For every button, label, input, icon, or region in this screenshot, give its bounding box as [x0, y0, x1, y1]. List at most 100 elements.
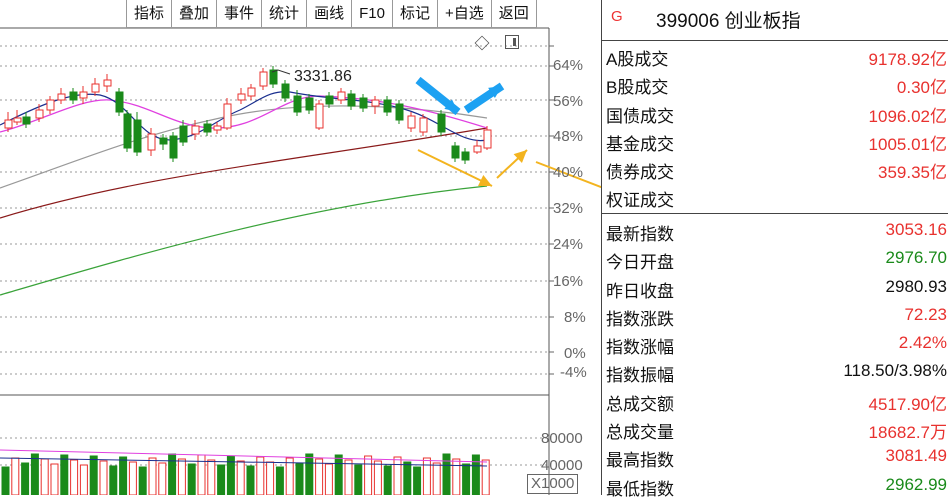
- volume-bar: [177, 458, 186, 495]
- volume-bar: [79, 464, 88, 495]
- row-value: 3081.49: [885, 446, 947, 466]
- candle-up: [213, 125, 222, 131]
- price-axis-label: 40%: [553, 164, 584, 181]
- candle-down: [159, 137, 168, 145]
- index-row: 最新指数 3053.16: [602, 217, 948, 245]
- peak-price-label: 3331.86: [294, 68, 352, 85]
- annotation-arrow-up-head: [513, 150, 527, 164]
- candle-down: [203, 123, 212, 133]
- candle-up: [237, 93, 246, 101]
- trading-row: 国债成交 1096.02亿: [602, 99, 948, 127]
- row-label: 昨日收盘: [606, 281, 674, 301]
- price-axis-label: -4%: [560, 364, 587, 381]
- quote-panel: G 399006 创业板指 A股成交 9178.92亿 B股成交 0.30亿 国债成…: [601, 0, 948, 499]
- row-label: 基金成交: [606, 134, 674, 154]
- index-title: 399006 创业板指: [656, 11, 801, 32]
- chart-toolbar: 指标 叠加 事件 统计 画线 F10 标记 +自选 返回: [126, 0, 537, 28]
- volume-bar: [334, 454, 343, 495]
- volume-bar: [275, 466, 284, 495]
- index-row: 昨日收盘 2980.93: [602, 274, 948, 302]
- volume-ma-line: [0, 457, 488, 467]
- volume-bar: [462, 463, 471, 495]
- candle-down: [115, 91, 124, 113]
- toolbar-stats-button[interactable]: 统计: [261, 0, 307, 28]
- price-axis-label: 48%: [553, 128, 584, 145]
- volume-bar: [168, 453, 177, 495]
- volume-axis-label: 40000: [541, 457, 583, 474]
- candle-down: [22, 116, 31, 125]
- candle-down: [293, 95, 302, 113]
- row-label: 最新指数: [606, 225, 674, 244]
- row-label: B股成交: [606, 78, 669, 98]
- row-value: 2980.93: [885, 276, 947, 296]
- candle-down: [169, 135, 178, 159]
- volume-bar: [187, 463, 196, 495]
- candle-down: [383, 99, 392, 113]
- volume-ma-line: [0, 449, 488, 463]
- volume-bar: [30, 453, 39, 495]
- row-label: 今日开盘: [606, 253, 674, 273]
- row-label: 债券成交: [606, 163, 674, 183]
- row-label: 指数涨跌: [606, 309, 674, 329]
- toolbar-mark-button[interactable]: 标记: [391, 0, 437, 28]
- candle-down: [179, 125, 188, 143]
- volume-unit-label: X1000: [527, 474, 579, 494]
- toolbar-events-button[interactable]: 事件: [216, 0, 262, 28]
- candle-up: [46, 99, 55, 111]
- ma-line-grey: [0, 105, 488, 189]
- index-stats-list: 最新指数 3053.16 今日开盘 2976.70 昨日收盘 2980.93 指数涨跌…: [602, 217, 948, 500]
- candle-up: [223, 103, 232, 129]
- candle-up: [91, 83, 100, 93]
- volume-bar: [315, 458, 324, 495]
- row-value: 1005.01亿: [868, 134, 947, 154]
- volume-bar: [119, 456, 128, 495]
- row-value: 18682.7万: [868, 423, 947, 443]
- volume-bar: [40, 458, 49, 495]
- toolbar-back-button[interactable]: 返回: [490, 0, 537, 28]
- kline-chart[interactable]: 指标 叠加 事件 统计 画线 F10 标记 +自选 返回 3331.86 64%…: [0, 0, 601, 495]
- toolbar-f10-button[interactable]: F10: [351, 0, 392, 28]
- row-label: A股成交: [606, 50, 669, 69]
- row-value: 72.23: [904, 304, 947, 324]
- volume-bar: [50, 463, 59, 495]
- toolbar-add-watchlist-button[interactable]: +自选: [436, 0, 491, 28]
- volume-bar: [452, 458, 461, 495]
- row-label: 指数振幅: [606, 366, 674, 386]
- panel-toggle-icon[interactable]: [505, 35, 519, 49]
- volume-bar: [324, 463, 333, 495]
- volume-bar: [393, 456, 402, 495]
- candle-up: [315, 103, 324, 129]
- candle-down: [325, 95, 334, 105]
- volume-bar: [413, 466, 422, 495]
- volume-bar: [236, 460, 245, 495]
- volume-bar: [207, 459, 216, 495]
- volume-bar: [109, 465, 118, 495]
- volume-bar: [138, 466, 147, 495]
- candle-up: [57, 93, 66, 101]
- volume-bar: [364, 455, 373, 495]
- candle-up: [103, 79, 112, 87]
- row-value: 2962.99: [885, 474, 947, 494]
- candle-up: [79, 91, 88, 99]
- candle-down: [347, 93, 356, 107]
- volume-bar: [354, 464, 363, 495]
- row-value: 359.35亿: [878, 163, 947, 183]
- price-axis-label: 56%: [553, 93, 584, 110]
- volume-bar: [217, 464, 226, 495]
- toolbar-indicator-button[interactable]: 指标: [126, 0, 172, 28]
- toolbar-overlay-button[interactable]: 叠加: [171, 0, 217, 28]
- candle-down: [395, 103, 404, 121]
- annotation-arrow-to-panel: [535, 161, 601, 189]
- candle-up: [473, 145, 482, 153]
- peak-pointer: [271, 69, 291, 75]
- toolbar-draw-button[interactable]: 画线: [306, 0, 352, 28]
- row-label: 国债成交: [606, 106, 674, 126]
- ma-line-long: [0, 127, 488, 219]
- kline-svg: [0, 27, 601, 495]
- row-label: 总成交额: [606, 394, 674, 414]
- row-value: 9178.92亿: [868, 50, 947, 69]
- volume-bar: [295, 462, 304, 495]
- volume-bar: [285, 457, 294, 495]
- candle-up: [407, 115, 416, 129]
- price-axis-label: 8%: [564, 309, 586, 326]
